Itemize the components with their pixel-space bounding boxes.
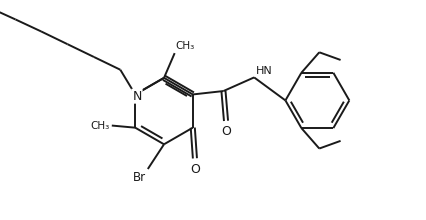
Text: O: O	[190, 163, 200, 176]
Text: CH₃: CH₃	[91, 121, 110, 130]
Text: N: N	[132, 90, 141, 103]
Text: CH₃: CH₃	[176, 41, 195, 51]
Text: O: O	[221, 125, 231, 138]
Text: Br: Br	[133, 171, 146, 184]
Text: HN: HN	[256, 66, 273, 76]
